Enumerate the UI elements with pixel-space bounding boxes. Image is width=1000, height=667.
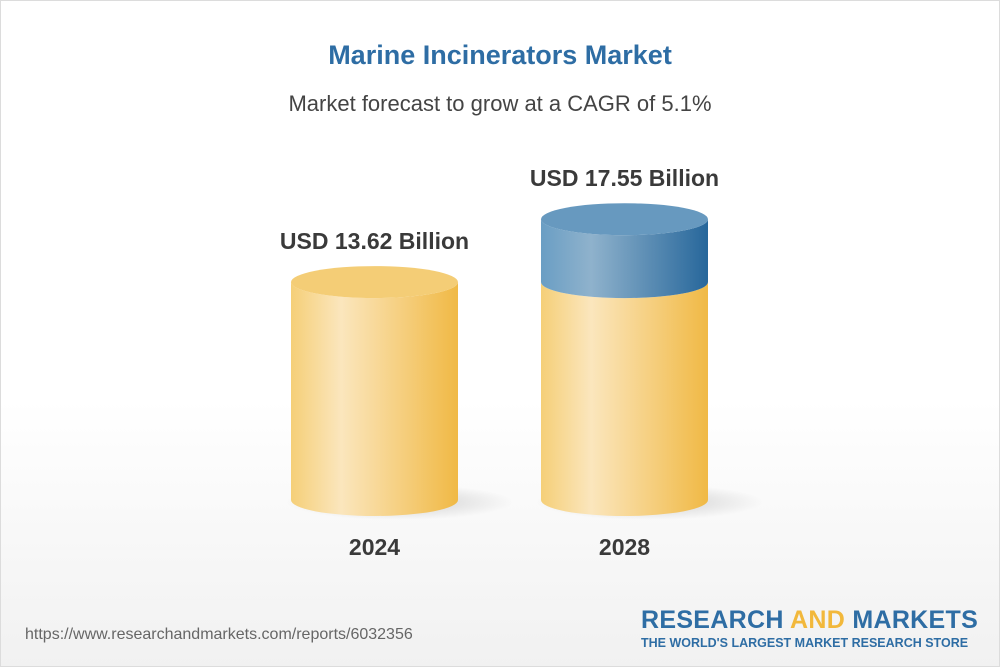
category-label: 2028 [599, 534, 650, 560]
chart-title: Marine Incinerators Market [328, 40, 672, 70]
data-label: USD 13.62 Billion [280, 228, 469, 254]
logo-text: RESEARCH [641, 606, 791, 634]
bar-growth-segment [541, 219, 708, 299]
source-url[interactable]: https://www.researchandmarkets.com/repor… [25, 626, 413, 643]
category-label: 2024 [349, 534, 400, 560]
bar-top [541, 203, 708, 236]
chart-subtitle: Market forecast to grow at a CAGR of 5.1… [288, 91, 712, 116]
bar-top [291, 266, 458, 299]
logo-text-and: AND [790, 606, 846, 634]
bar-base-segment [541, 282, 708, 516]
logo-text: MARKETS [845, 606, 979, 634]
logo-tagline: THE WORLD'S LARGEST MARKET RESEARCH STOR… [641, 636, 969, 650]
research-and-markets-logo: RESEARCH AND MARKETS THE WORLD'S LARGEST… [641, 606, 979, 650]
data-label: USD 17.55 Billion [530, 165, 719, 191]
bar-2024 [291, 282, 459, 516]
